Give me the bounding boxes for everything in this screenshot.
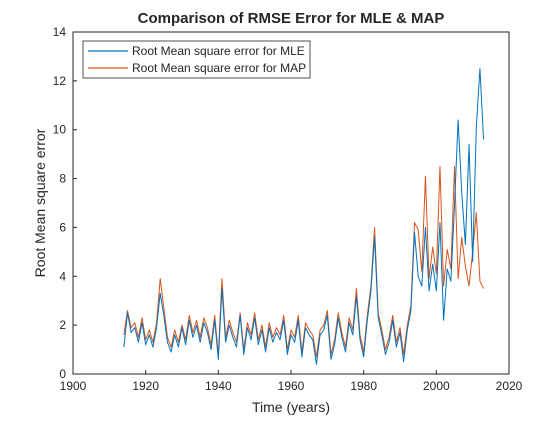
x-tick-label: 1980 — [350, 379, 377, 393]
chart-title: Comparison of RMSE Error for MLE & MAP — [138, 10, 445, 27]
y-tick-label: 0 — [59, 367, 66, 381]
y-tick-label: 2 — [59, 318, 66, 332]
legend-label-mle: Root Mean square error for MLE — [132, 44, 305, 58]
legend-box — [82, 40, 311, 79]
y-axis-label: Root Mean square error — [32, 128, 48, 277]
legend-label-map: Root Mean square error for MAP — [132, 61, 306, 75]
y-tick-label: 12 — [53, 74, 67, 88]
x-axis-label: Time (years) — [252, 399, 330, 415]
y-tick-label: 8 — [59, 172, 66, 186]
y-tick-label: 6 — [59, 220, 66, 234]
x-tick-label: 1920 — [132, 379, 159, 393]
x-tick-label: 1900 — [60, 379, 87, 393]
series-line-map — [123, 165, 485, 358]
x-tick-label: 1940 — [205, 379, 232, 393]
y-tick-label: 14 — [53, 25, 67, 39]
plot-area — [73, 32, 509, 374]
x-axis: 1900 1920 1940 1960 1980 2000 2020 — [60, 370, 523, 393]
x-tick-label: 2020 — [496, 379, 523, 393]
series-layer — [123, 68, 485, 365]
x-tick-label: 2000 — [423, 379, 450, 393]
x-tick-label: 1960 — [278, 379, 305, 393]
legend: Root Mean square error for MLE Root Mean… — [82, 40, 311, 79]
series-line-mle — [123, 68, 485, 365]
y-tick-label: 10 — [53, 123, 67, 137]
y-tick-label: 4 — [59, 269, 66, 283]
y-axis: 0 2 4 6 8 10 12 14 — [53, 25, 77, 381]
